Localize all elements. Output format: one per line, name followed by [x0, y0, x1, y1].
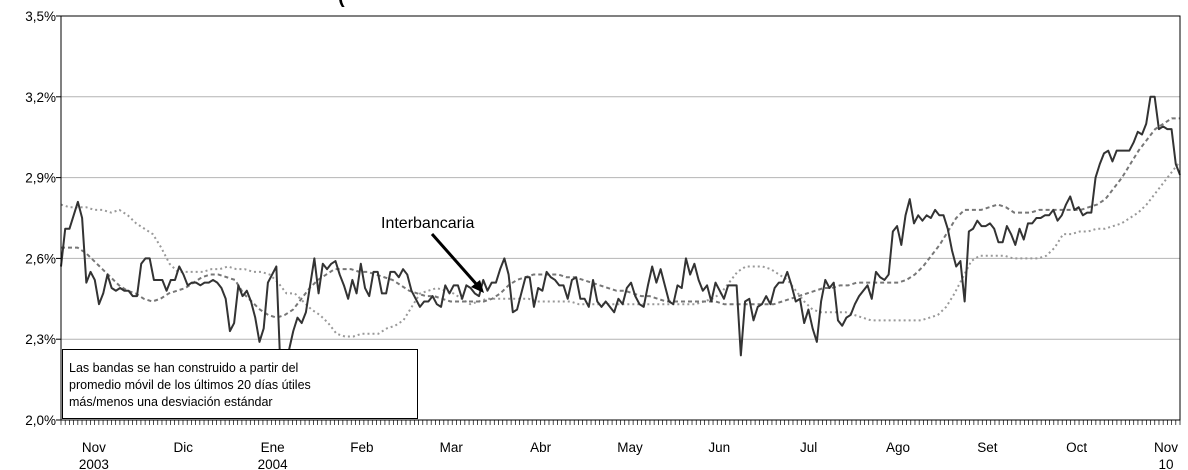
x-tick-label: Jun — [708, 440, 730, 455]
x-tick-label: Feb — [350, 440, 373, 455]
x-tick-label: Jul — [800, 440, 817, 455]
main-series — [60, 95, 1181, 373]
upper-band-line — [61, 117, 1180, 319]
annotation-arrow — [430, 233, 484, 293]
y-tick-label: 2,3% — [25, 332, 56, 347]
y-tick-label: 2,0% — [25, 413, 56, 428]
y-axis: 2,0% 2,3% 2,6% 2,9% 3,2% 3,5% — [25, 9, 61, 428]
y-tick-label: 2,6% — [25, 251, 56, 266]
y-tick-label: 2,9% — [25, 171, 56, 186]
x-tick-label: May — [617, 440, 643, 455]
x-tick-year: 2004 — [258, 457, 289, 470]
x-axis: Nov 2003 Dic Ene 2004 Feb Mar Abr May Jun Jul Ago Se… — [60, 420, 1181, 470]
x-tick-label: Oct — [1066, 440, 1087, 455]
annotation-label: Interbancaria — [381, 215, 475, 232]
gridlines — [61, 96, 1180, 340]
x-tick-label: Ene — [261, 440, 285, 455]
series-line-interbancaria — [60, 95, 1181, 373]
y-tick-label: 3,5% — [25, 9, 56, 24]
note-line-1: Las bandas se han construido a partir de… — [69, 361, 299, 375]
note-box: Las bandas se han construido a partir de… — [62, 349, 418, 419]
x-tick-label: Abr — [530, 440, 552, 455]
x-tick-label: Nov — [1154, 440, 1178, 455]
x-tick-year: 10 — [1158, 457, 1173, 470]
x-tick-label: Dic — [174, 440, 194, 455]
x-tick-label: Mar — [440, 440, 464, 455]
x-tick-label: Ago — [886, 440, 910, 455]
x-tick-label: Nov — [82, 440, 106, 455]
x-tick-label: Set — [977, 440, 998, 455]
note-line-3: más/menos una desviación estándar — [69, 395, 273, 409]
x-tick-year: 2003 — [79, 457, 109, 470]
y-tick-label: 3,2% — [25, 90, 56, 105]
chart-title: ( — [338, 0, 345, 8]
lower-band-line — [60, 160, 1181, 338]
band-series — [60, 117, 1181, 338]
note-line-2: promedio móvil de los últimos 20 días út… — [69, 378, 311, 392]
